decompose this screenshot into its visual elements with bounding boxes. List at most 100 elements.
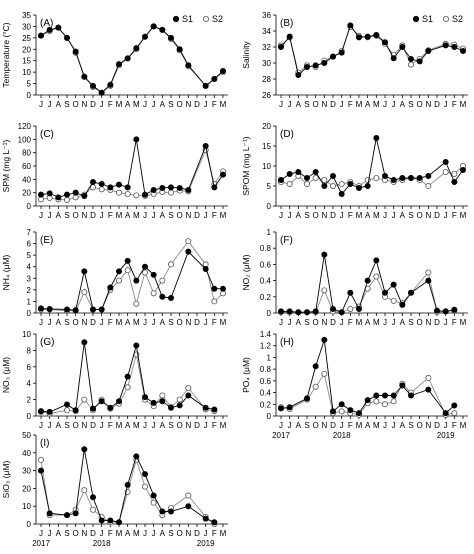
- x-tick-label: S: [64, 211, 69, 220]
- x-tick-label: O: [177, 529, 183, 538]
- legend-marker-s2: [202, 15, 209, 22]
- x-tick-label: F: [452, 318, 457, 327]
- data-point-s2: [159, 392, 166, 399]
- data-point-s1: [176, 402, 183, 409]
- data-point-s2: [133, 192, 140, 199]
- x-tick-label: D: [330, 211, 336, 220]
- legend-marker-s1: [172, 15, 180, 23]
- data-point-s1: [347, 289, 354, 296]
- panel-label: (A): [40, 18, 53, 29]
- x-tick-label: J: [204, 100, 208, 109]
- x-tick-label: A: [160, 100, 166, 109]
- x-tick-label: A: [296, 100, 302, 109]
- data-point-s1: [176, 46, 183, 53]
- panel-label: (F): [280, 235, 293, 246]
- x-tick-label: S: [304, 100, 309, 109]
- data-point-s1: [355, 305, 362, 312]
- y-tick-label: 15: [22, 57, 31, 66]
- x-tick-label: N: [81, 100, 87, 109]
- data-point-s1: [116, 398, 123, 405]
- y-tick-label: 40: [22, 175, 31, 184]
- data-point-s1: [90, 405, 97, 412]
- x-tick-label: F: [348, 100, 353, 109]
- data-point-s1: [451, 402, 458, 409]
- data-point-s1: [64, 34, 71, 41]
- x-tick-label: M: [373, 100, 380, 109]
- x-tick-label: F: [108, 529, 113, 538]
- x-tick-label: J: [152, 318, 156, 327]
- x-tick-label: N: [321, 318, 327, 327]
- data-point-s1: [46, 305, 53, 312]
- data-point-s1: [303, 309, 310, 316]
- data-point-s1: [312, 62, 319, 69]
- x-tick-label: A: [56, 318, 62, 327]
- x-tick-label: S: [64, 100, 69, 109]
- data-point-s1: [211, 406, 218, 413]
- x-tick-label: A: [56, 211, 62, 220]
- data-point-s1: [425, 172, 432, 179]
- y-tick-label: 0: [27, 91, 32, 100]
- y-tick-label: 0: [267, 412, 272, 421]
- data-point-s1: [277, 176, 284, 183]
- data-point-s1: [303, 174, 310, 181]
- data-point-s1: [399, 301, 406, 308]
- y-tick-label: 0.4: [260, 277, 272, 286]
- data-point-s1: [159, 26, 166, 33]
- x-tick-label: A: [365, 211, 371, 220]
- data-point-s1: [133, 136, 140, 143]
- x-tick-label: D: [194, 529, 200, 538]
- panel-label: (G): [40, 337, 54, 348]
- x-tick-label: S: [64, 529, 69, 538]
- legend-label-s1: S1: [422, 14, 433, 24]
- data-point-s1: [286, 404, 293, 411]
- data-point-s1: [124, 257, 131, 264]
- data-point-s1: [107, 404, 114, 411]
- data-point-s1: [159, 184, 166, 191]
- x-tick-label: J: [39, 318, 43, 327]
- x-tick-label: S: [304, 318, 309, 327]
- data-point-s1: [64, 191, 71, 198]
- x-tick-label: M: [220, 421, 227, 430]
- year-label: 2019: [437, 431, 455, 440]
- data-point-s1: [329, 53, 336, 60]
- x-tick-label: A: [125, 100, 131, 109]
- x-tick-label: N: [321, 100, 327, 109]
- data-point-s1: [442, 308, 449, 315]
- x-tick-label: F: [108, 318, 113, 327]
- data-point-s1: [98, 306, 105, 313]
- data-point-s2: [425, 269, 432, 276]
- x-tick-label: J: [143, 529, 147, 538]
- x-tick-label: A: [365, 318, 371, 327]
- y-tick-label: 8: [27, 346, 32, 355]
- data-point-s1: [72, 48, 79, 55]
- y-tick-label: 100: [18, 135, 32, 144]
- data-point-s2: [321, 370, 328, 377]
- panel-label: (H): [280, 337, 294, 348]
- y-tick-label: 0.6: [260, 260, 272, 269]
- x-tick-label: S: [408, 211, 413, 220]
- x-tick-label: J: [48, 318, 52, 327]
- y-tick-label: 5: [27, 251, 32, 260]
- x-tick-label: D: [90, 211, 96, 220]
- y-tick-label: 20: [22, 45, 31, 54]
- y-tick-label: 50: [22, 431, 31, 440]
- data-point-s1: [451, 44, 458, 51]
- x-tick-label: F: [108, 211, 113, 220]
- data-point-s1: [38, 305, 45, 312]
- data-point-s1: [64, 306, 71, 313]
- x-tick-label: J: [392, 100, 396, 109]
- x-tick-label: J: [288, 211, 292, 220]
- y-tick-label: 10: [22, 502, 31, 511]
- x-tick-label: J: [383, 100, 387, 109]
- data-point-s1: [451, 306, 458, 313]
- x-tick-label: J: [152, 529, 156, 538]
- data-point-s1: [338, 190, 345, 197]
- data-point-s1: [347, 22, 354, 29]
- x-tick-label: O: [313, 421, 319, 430]
- x-tick-label: A: [125, 318, 131, 327]
- data-point-s2: [133, 300, 140, 307]
- x-tick-label: D: [90, 421, 96, 430]
- data-point-s1: [150, 186, 157, 193]
